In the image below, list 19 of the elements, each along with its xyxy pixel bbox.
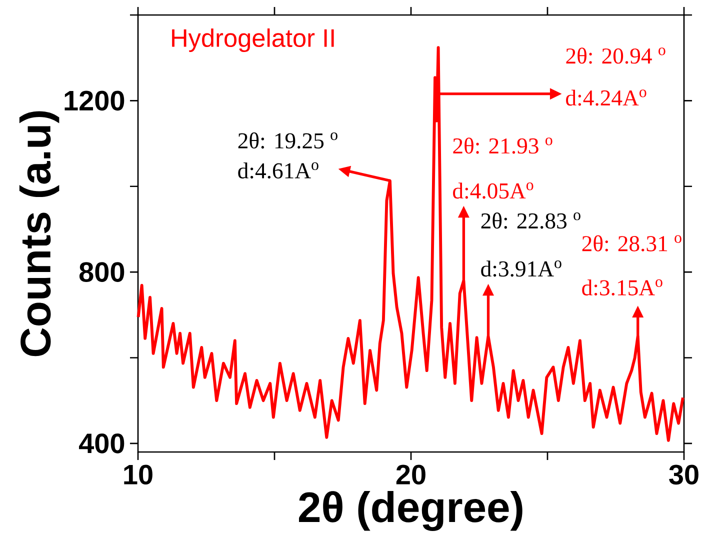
annotation: d:4.05A$^{o}$ <box>453 182 534 199</box>
y-tick-label: 1200 <box>64 90 124 111</box>
annotation: d:4.61A$^{o}$ <box>238 162 318 179</box>
annotation: 2θ: 19.25 $^{o}$ <box>238 132 338 149</box>
y-axis-title: Counts (a.u) <box>19 111 60 356</box>
annotation: d:3.15A$^{o}$ <box>582 279 662 296</box>
x-tick-label: 20 <box>396 464 426 485</box>
annotation: d:4.24A$^{o}$ <box>566 90 646 106</box>
x-axis-title: 2θ (degree) <box>298 491 522 531</box>
annotation: 2θ: 21.93 $^{o}$ <box>453 138 552 154</box>
text: Hydrogelator II <box>172 28 334 52</box>
y-tick-label: 400 <box>78 434 124 454</box>
annotation: d:3.91A$^{o}$ <box>481 260 562 277</box>
annotation: 2θ: 20.94 $^{o}$ <box>566 48 666 64</box>
annotation: 2θ: 28.31 $^{o}$ <box>582 235 682 252</box>
annotation: 2θ: 22.83 $^{o}$ <box>481 212 580 229</box>
x-tick-label: 10 <box>124 464 152 485</box>
y-tick-label: 800 <box>79 262 124 282</box>
x-tick-label: 30 <box>669 464 698 485</box>
